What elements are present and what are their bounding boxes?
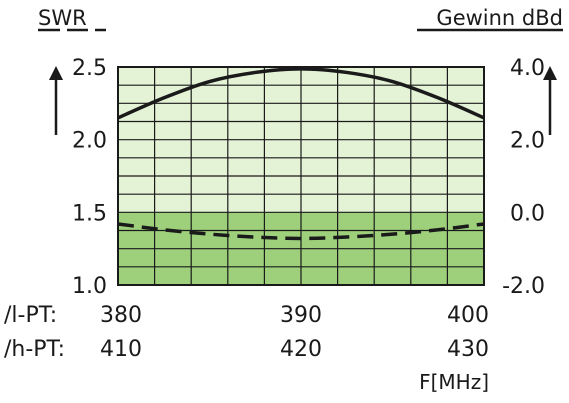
- x-tick-label: 420: [280, 337, 322, 362]
- x-tick-label: 430: [447, 337, 489, 362]
- x-axis-label: F[MHz]: [419, 370, 489, 394]
- right-tick-label: 2.0: [510, 129, 545, 154]
- left-axis-ticks: 2.5 2.0 1.5 1.0: [72, 56, 107, 299]
- left-axis-title: SWR: [38, 6, 87, 30]
- x-row-prefix: /h-PT:: [4, 337, 65, 362]
- left-tick-label: 1.5: [72, 201, 107, 226]
- left-tick-label: 2.0: [72, 129, 107, 154]
- x-tick-label: 390: [280, 303, 322, 328]
- gain-curve: [117, 67, 485, 120]
- right-axis-title: Gewinn dBd: [436, 6, 563, 30]
- plot-frame: [117, 66, 485, 286]
- right-tick-label: 0.0: [510, 201, 545, 226]
- right-tick-label: -2.0: [502, 274, 545, 299]
- x-row-prefix: /l-PT:: [4, 303, 57, 328]
- left-tick-label: 1.0: [72, 274, 107, 299]
- x-axis-rows: /l-PT: 380 390 400/h-PT: 410 420 430: [4, 303, 489, 362]
- left-up-arrow-icon: [49, 66, 63, 135]
- right-up-arrow-icon: [543, 66, 557, 135]
- right-axis-ticks: 4.0 2.0 0.0 -2.0: [502, 56, 545, 299]
- left-tick-label: 2.5: [72, 56, 107, 81]
- x-tick-label: 380: [100, 303, 142, 328]
- x-tick-label: 410: [100, 337, 142, 362]
- data-lines: [117, 67, 485, 241]
- right-tick-label: 4.0: [510, 56, 545, 81]
- x-tick-label: 400: [447, 303, 489, 328]
- plot-grid: [117, 66, 485, 286]
- swr-curve: [117, 222, 485, 241]
